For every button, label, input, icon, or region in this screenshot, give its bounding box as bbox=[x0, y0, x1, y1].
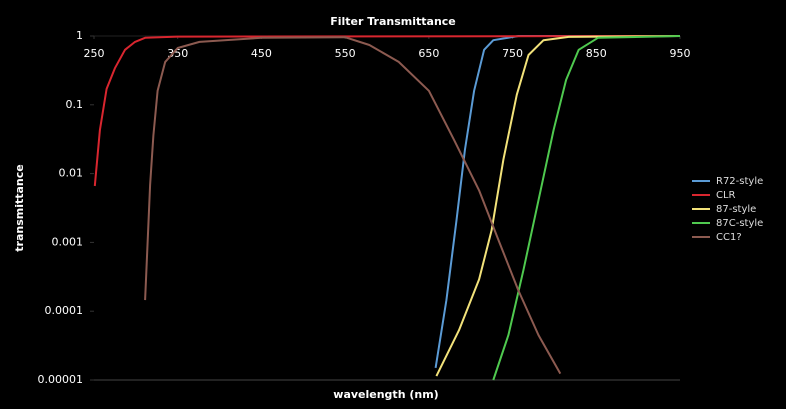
x-axis-title: wavelength (nm) bbox=[333, 388, 438, 401]
series-line bbox=[434, 35, 680, 369]
x-tick-label: 750 bbox=[502, 47, 523, 60]
y-tick-label: 0.01 bbox=[59, 167, 84, 180]
x-tick-label: 450 bbox=[251, 47, 272, 60]
y-tick-label: 0.001 bbox=[52, 235, 84, 248]
y-axis-title: transmittance bbox=[13, 164, 26, 251]
x-tick-label: 350 bbox=[167, 47, 188, 60]
series-line bbox=[144, 36, 562, 375]
series-line bbox=[492, 35, 681, 381]
legend-label: R72-style bbox=[716, 176, 763, 187]
legend-label: 87C-style bbox=[716, 218, 763, 229]
y-tick-label: 0.0001 bbox=[45, 304, 84, 317]
series-line bbox=[93, 35, 681, 187]
y-tick-label: 1 bbox=[76, 29, 83, 42]
y-tick-label: 0.00001 bbox=[38, 373, 84, 386]
x-tick-label: 850 bbox=[586, 47, 607, 60]
x-tick-label: 550 bbox=[335, 47, 356, 60]
legend-label: CC1? bbox=[716, 232, 742, 243]
x-tick-label: 250 bbox=[84, 47, 105, 60]
legend-label: 87-style bbox=[716, 204, 756, 215]
legend-label: CLR bbox=[716, 190, 736, 201]
series-line bbox=[435, 35, 681, 377]
y-tick-label: 0.1 bbox=[66, 98, 84, 111]
x-tick-label: 950 bbox=[670, 47, 691, 60]
x-tick-label: 650 bbox=[418, 47, 439, 60]
chart-title: Filter Transmittance bbox=[330, 15, 456, 28]
